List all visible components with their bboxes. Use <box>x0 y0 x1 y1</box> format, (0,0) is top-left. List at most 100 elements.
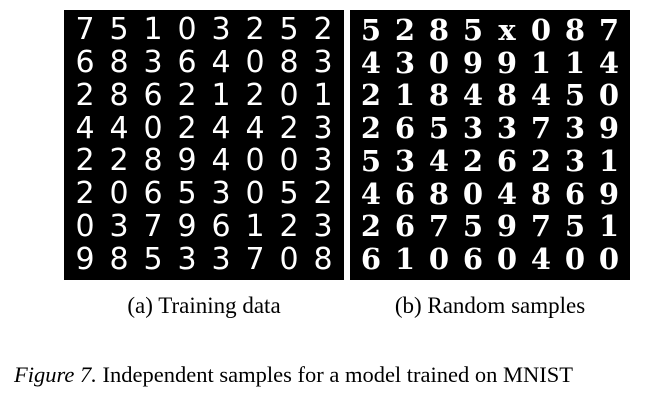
digit-cell: 0 <box>428 45 450 80</box>
subcaption-random-samples: (b) Random samples <box>394 293 586 318</box>
digit-cell: 2 <box>75 143 95 179</box>
digit-cell: 1 <box>211 77 231 113</box>
digit-cell: 0 <box>462 176 484 211</box>
digit-cell: 6 <box>394 209 416 244</box>
digit-cell: 6 <box>75 45 95 81</box>
digit-cell: 4 <box>211 110 231 146</box>
digit-cell: 4 <box>211 143 231 179</box>
digit-cell: 3 <box>496 111 518 146</box>
digit-cell: 9 <box>177 143 197 179</box>
digit-cell: 0 <box>245 45 265 81</box>
digit-cell: 2 <box>109 143 129 179</box>
digit-cell: 0 <box>598 78 620 113</box>
digit-cell: 8 <box>564 12 586 47</box>
digit-cell: 5 <box>360 143 382 178</box>
digit-cell: 7 <box>598 12 620 47</box>
digit-cell: 5 <box>564 209 586 244</box>
digit-cell: 3 <box>564 111 586 146</box>
digit-cell: 5 <box>143 241 163 277</box>
digit-cell: 8 <box>143 143 163 179</box>
digit-cell: 5 <box>428 111 450 146</box>
digit-cell: 9 <box>75 241 95 277</box>
digit-cell: 4 <box>462 78 484 113</box>
digit-cell: 8 <box>279 45 299 81</box>
digit-cell: 4 <box>428 143 450 178</box>
digit-cell: 1 <box>313 77 333 113</box>
digit-cell: 3 <box>462 111 484 146</box>
digit-cell: 3 <box>564 143 586 178</box>
digit-cell: 3 <box>109 208 129 244</box>
digit-cell: 0 <box>177 12 197 48</box>
digit-cell: 3 <box>211 12 231 48</box>
digit-cell: 1 <box>143 12 163 48</box>
digit-cell: 8 <box>313 241 333 277</box>
digit-cell: 5 <box>279 176 299 212</box>
digit-cell: 3 <box>313 45 333 81</box>
digit-cell: 3 <box>143 45 163 81</box>
digit-cell: 6 <box>177 45 197 81</box>
digit-cell: 2 <box>245 77 265 113</box>
digit-cell: 0 <box>496 242 518 277</box>
digit-cell: 4 <box>496 176 518 211</box>
digit-cell: 7 <box>428 209 450 244</box>
digit-cell: 7 <box>75 12 95 48</box>
digit-cell: 5 <box>177 176 197 212</box>
digit-cell: 7 <box>143 208 163 244</box>
digit-cell: 2 <box>177 77 197 113</box>
digit-cell: 0 <box>109 176 129 212</box>
digit-cell: 4 <box>360 176 382 211</box>
digit-cell: 1 <box>564 45 586 80</box>
digit-cell: 5 <box>462 209 484 244</box>
digit-cell: 1 <box>245 208 265 244</box>
digit-cell: 1 <box>598 209 620 244</box>
digit-cell: 2 <box>245 12 265 48</box>
digit-cell: 2 <box>313 12 333 48</box>
digit-cell: 0 <box>428 242 450 277</box>
digit-cell: 8 <box>496 78 518 113</box>
digit-cell: 3 <box>313 143 333 179</box>
digit-cell: 0 <box>279 241 299 277</box>
digit-cell: 0 <box>245 176 265 212</box>
digit-cell: 0 <box>143 110 163 146</box>
digit-cell: 8 <box>428 176 450 211</box>
digit-cell: 7 <box>245 241 265 277</box>
digit-cell: 6 <box>394 111 416 146</box>
digit-cell: 4 <box>598 45 620 80</box>
digit-cell: 2 <box>75 176 95 212</box>
digit-cell: 8 <box>428 12 450 47</box>
subcaption-training-data: (a) Training data <box>127 293 281 318</box>
digit-cell: 9 <box>177 208 197 244</box>
digit-cell: 2 <box>279 208 299 244</box>
digit-cell: 0 <box>245 143 265 179</box>
figure-label: Figure 7. <box>14 362 97 387</box>
digit-cell: 2 <box>360 78 382 113</box>
digit-cell: 3 <box>313 208 333 244</box>
digit-cell: 4 <box>530 242 552 277</box>
digit-cell: 0 <box>279 143 299 179</box>
digit-cell: 2 <box>394 12 416 47</box>
digit-cell: 5 <box>360 12 382 47</box>
digit-cell: 8 <box>530 176 552 211</box>
digit-cell: 6 <box>143 176 163 212</box>
digit-cell: 9 <box>598 111 620 146</box>
digit-cell: 9 <box>496 45 518 80</box>
digit-cell: 7 <box>530 111 552 146</box>
digit-cell: 3 <box>211 241 231 277</box>
digit-cell: 4 <box>75 110 95 146</box>
digit-cell: 3 <box>177 241 197 277</box>
digit-cell: 3 <box>211 176 231 212</box>
digit-cell: 8 <box>109 241 129 277</box>
digit-cell: 9 <box>496 209 518 244</box>
digit-cell: 0 <box>530 12 552 47</box>
digit-cell: 6 <box>496 143 518 178</box>
digit-cell: 8 <box>109 45 129 81</box>
digit-cell: 6 <box>143 77 163 113</box>
digit-cell: 4 <box>245 110 265 146</box>
digit-cell: 1 <box>530 45 552 80</box>
digit-cell: 3 <box>394 143 416 178</box>
digit-cell: 0 <box>598 242 620 277</box>
digit-cell: 4 <box>211 45 231 81</box>
digit-cell: 6 <box>211 208 231 244</box>
figure-caption: Figure 7. Independent samples for a mode… <box>14 362 654 388</box>
